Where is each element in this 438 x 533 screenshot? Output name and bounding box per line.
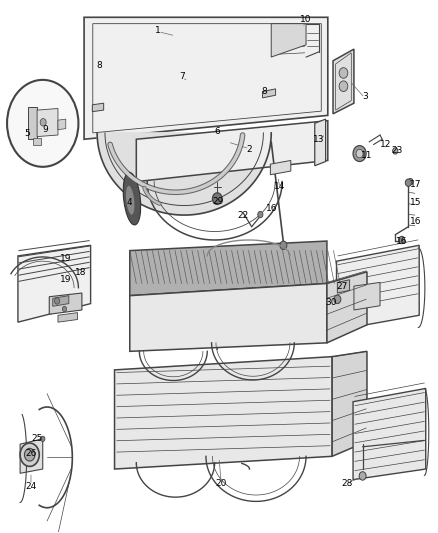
Text: 19: 19 [60,275,71,284]
Polygon shape [130,284,327,351]
Polygon shape [333,49,354,114]
Polygon shape [327,272,367,343]
Circle shape [408,179,413,185]
Circle shape [339,68,348,78]
Text: 12: 12 [380,140,391,149]
Circle shape [359,472,366,480]
Text: 16: 16 [410,217,421,226]
Circle shape [41,436,45,441]
Polygon shape [115,357,332,469]
Polygon shape [28,108,37,139]
Text: 1: 1 [155,26,161,35]
Text: 10: 10 [300,15,312,24]
Polygon shape [136,120,328,182]
Polygon shape [262,89,276,98]
Text: 24: 24 [25,482,37,491]
Text: 6: 6 [214,127,220,136]
Text: 8: 8 [262,87,268,96]
Text: 19: 19 [60,254,71,263]
Text: 9: 9 [42,125,48,134]
Circle shape [399,236,405,244]
Circle shape [20,443,39,466]
Polygon shape [336,245,419,330]
Circle shape [7,80,78,167]
Text: 20: 20 [215,479,227,488]
Polygon shape [33,138,41,144]
Polygon shape [20,439,43,473]
Text: 18: 18 [75,268,86,277]
Circle shape [54,298,60,304]
Polygon shape [97,133,271,215]
Polygon shape [58,313,78,322]
Text: 2: 2 [247,146,252,155]
Text: 14: 14 [274,182,286,191]
Text: 16: 16 [396,237,407,246]
Polygon shape [92,103,104,112]
Text: 13: 13 [313,135,325,144]
Polygon shape [270,160,291,175]
Circle shape [25,448,35,461]
Polygon shape [37,109,58,136]
Polygon shape [271,23,306,57]
Circle shape [334,295,341,304]
Polygon shape [315,119,325,166]
Circle shape [62,306,67,312]
Circle shape [392,148,398,154]
Text: 17: 17 [410,180,421,189]
Polygon shape [332,351,367,456]
Circle shape [405,179,411,187]
Text: 25: 25 [32,434,43,443]
Polygon shape [49,293,82,314]
Text: 26: 26 [25,449,36,458]
Circle shape [280,241,287,249]
Text: 4: 4 [127,198,133,207]
Polygon shape [84,17,328,139]
Text: 15: 15 [410,198,421,207]
Circle shape [339,81,348,92]
Polygon shape [53,296,69,306]
Text: 11: 11 [361,151,373,160]
Circle shape [258,212,263,217]
Polygon shape [58,119,66,130]
Circle shape [212,193,222,205]
Text: 27: 27 [336,281,347,290]
Ellipse shape [126,186,134,215]
Text: 7: 7 [179,72,185,81]
Polygon shape [353,389,426,480]
Text: 16: 16 [265,204,277,213]
Polygon shape [18,245,91,322]
Text: 30: 30 [325,298,337,307]
Text: 29: 29 [212,197,224,206]
Text: 8: 8 [96,61,102,69]
Polygon shape [130,241,327,296]
Circle shape [40,118,46,126]
Text: 28: 28 [342,479,353,488]
Circle shape [356,149,363,158]
Text: 3: 3 [362,92,367,101]
Circle shape [353,146,366,161]
Ellipse shape [123,172,141,225]
Text: 5: 5 [25,130,30,139]
Polygon shape [337,280,350,293]
Text: 23: 23 [392,147,403,156]
Polygon shape [354,282,380,310]
Text: 22: 22 [238,211,249,220]
